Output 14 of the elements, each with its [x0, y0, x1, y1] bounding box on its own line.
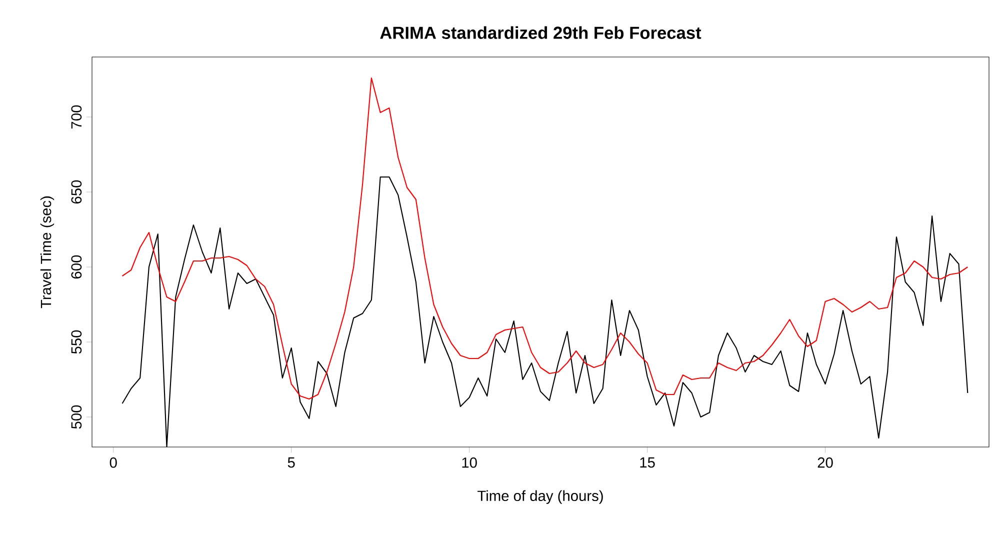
- x-tick-label: 5: [288, 457, 295, 468]
- y-tick-label: 650: [71, 180, 82, 204]
- line-series: [122, 77, 968, 400]
- chart-title: ARIMA standardized 29th Feb Forecast: [380, 26, 702, 39]
- y-axis-title: Travel Time (sec): [40, 196, 54, 308]
- y-tick-label: 500: [71, 405, 82, 429]
- y-tick-label: 600: [71, 255, 82, 278]
- y-tick-label: 700: [71, 105, 82, 128]
- x-axis-title: Time of day (hours): [478, 490, 603, 504]
- x-tick-label: 0: [110, 457, 117, 468]
- x-tick-label: 10: [462, 457, 477, 468]
- y-tick-label: 550: [71, 330, 82, 354]
- x-tick-label: 15: [640, 457, 655, 468]
- x-tick-label: 20: [818, 457, 833, 468]
